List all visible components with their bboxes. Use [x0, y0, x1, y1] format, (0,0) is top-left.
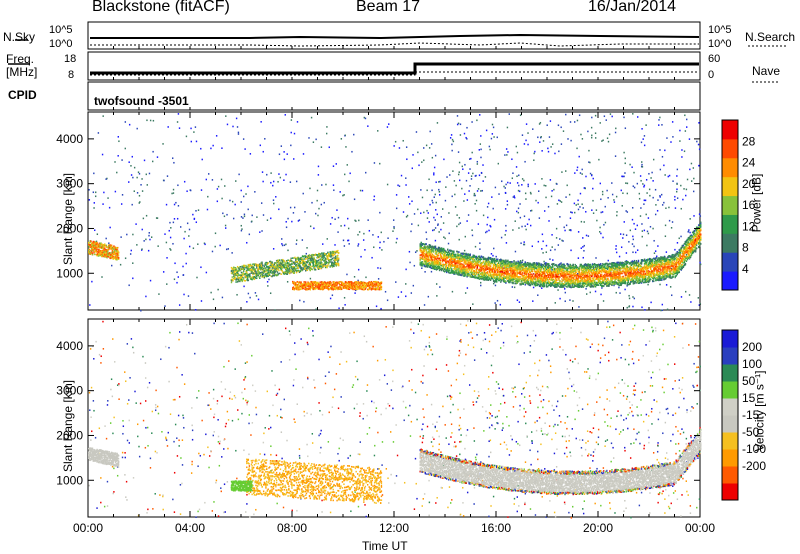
velocity-colorbar-segment [722, 347, 738, 365]
velocity-colorbar-tick: -100 [742, 442, 766, 456]
power-colorbar-segment [722, 176, 738, 197]
power-colorbar-segment [722, 120, 738, 140]
velocity-colorbar-tick: 15 [742, 391, 756, 405]
power-data-layer [88, 113, 702, 312]
velocity-colorbar-tick: -50 [742, 425, 760, 439]
velocity-colorbar-tick: 100 [742, 357, 762, 371]
colorbars: 4 8 12 16 20 24 28 200 100 50 15 -15 -50 -100 -200 [721, 119, 766, 501]
nsky-line [90, 33, 700, 40]
velocity-colorbar-frame [721, 329, 739, 501]
y-tick-label: 2000 [56, 428, 83, 442]
velocity-colorbar-segment [722, 415, 738, 433]
y-tick-label: 3000 [56, 177, 83, 191]
velocity-colorbar-segment [722, 432, 738, 450]
date-title: 16/Jan/2014 [588, 0, 677, 15]
power-colorbar-segment [722, 271, 738, 291]
x-tick-label: 00:00 [73, 521, 103, 535]
velocity-colorbar-segment [722, 466, 738, 484]
cpid-program: twofsound -3501 [94, 94, 189, 108]
x-tick-label: 08:00 [277, 521, 307, 535]
freq-tick-low: 8 [68, 69, 75, 81]
nsky-tick-high: 10^5 [49, 24, 73, 36]
velocity-colorbar-segment [722, 483, 738, 501]
x-tick-label: 20:00 [583, 521, 613, 535]
velocity-colorbar-tick: 50 [742, 374, 756, 388]
nsearch-tick-low: 10^0 [708, 38, 732, 50]
power-colorbar-segment [722, 233, 738, 253]
power-colorbar-frame [721, 119, 739, 291]
velocity-colorbar-segment [722, 449, 738, 467]
power-colorbar-segment [722, 138, 738, 159]
y-tick-label: 4000 [56, 339, 83, 353]
velocity-colorbar-segment [722, 398, 738, 416]
velocity-colorbar-tick: -200 [742, 459, 766, 473]
y-tick-label: 2000 [56, 221, 83, 235]
x-tick-label: 04:00 [175, 521, 205, 535]
power-colorbar-segment [722, 157, 738, 178]
power-colorbar-segment [722, 195, 738, 215]
x-tick-label: 12:00 [379, 521, 409, 535]
axes-layer: 1000 2000 3000 4000 1000 2000 3000 4000 00:00 04:… [56, 46, 715, 535]
x-tick-label: 00:00 [685, 521, 715, 535]
x-tick-label: 16:00 [481, 521, 511, 535]
freq-line [90, 62, 699, 75]
velocity-data-layer [88, 320, 702, 519]
velocity-colorbar-tick: -15 [742, 408, 760, 422]
time-axis-label: Time UT [362, 539, 408, 553]
power-colorbar-segment [722, 252, 738, 272]
power-colorbar-tick: 12 [742, 219, 756, 233]
power-colorbar-segment [722, 214, 738, 234]
cpid-panel-frame [87, 81, 701, 111]
velocity-colorbar-tick: 200 [742, 340, 762, 354]
station-title: Blackstone (fitACF) [92, 0, 230, 15]
power-colorbar-tick: 24 [742, 156, 756, 170]
freq-unit-label: [MHz] [6, 65, 38, 79]
power-colorbar-tick: 4 [742, 262, 749, 276]
nave-tick-low: 0 [708, 69, 715, 81]
power-colorbar-tick: 8 [742, 241, 749, 255]
nsky-tick-low: 10^0 [49, 38, 73, 50]
power-colorbar-tick: 16 [742, 198, 756, 212]
nsearch-line [90, 42, 699, 47]
y-tick-label: 1000 [56, 266, 83, 280]
power-colorbar-tick: 28 [742, 134, 756, 148]
cpid-label: CPID [8, 88, 37, 102]
freq-tick-high: 18 [64, 53, 77, 65]
nave-line [90, 71, 699, 76]
nave-tick-high: 60 [708, 53, 721, 65]
nave-label: Nave [752, 64, 781, 78]
freq-label: Freq. [6, 52, 35, 66]
power-colorbar-tick: 20 [742, 177, 756, 191]
y-tick-label: 4000 [56, 132, 83, 146]
freq-panel-frame [87, 51, 701, 81]
beam-title: Beam 17 [356, 0, 421, 15]
velocity-colorbar-segment [722, 364, 738, 382]
velocity-colorbar-segment [722, 381, 738, 399]
nsearch-tick-high: 10^5 [708, 24, 732, 36]
y-tick-label: 1000 [56, 473, 83, 487]
nsearch-label: N.Search [745, 30, 796, 44]
velocity-colorbar-segment [722, 330, 738, 348]
y-tick-label: 3000 [56, 384, 83, 398]
